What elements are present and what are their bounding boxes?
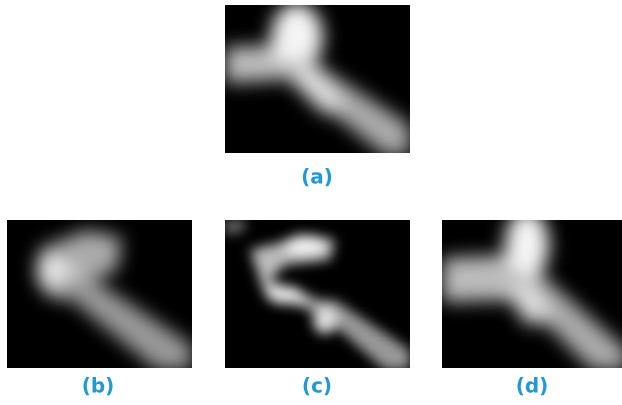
panel-label: (a): [301, 165, 333, 189]
panel-image: [7, 220, 192, 370]
panel-image: [225, 220, 410, 370]
panel-label: (d): [516, 374, 549, 398]
panel-label: (b): [82, 374, 115, 398]
figure: (a) (b) (c) (d): [0, 0, 622, 405]
panel-image: [442, 210, 622, 370]
panel-image: [225, 3, 410, 155]
panel-label: (c): [302, 374, 332, 398]
